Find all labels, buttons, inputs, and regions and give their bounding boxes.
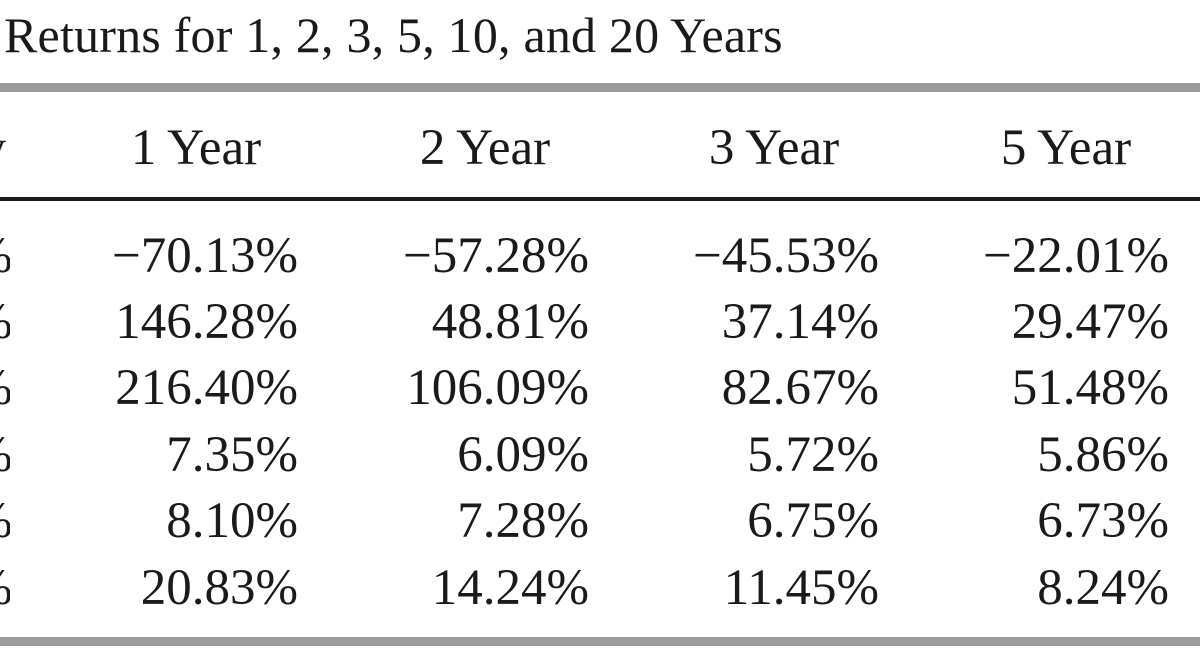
table-cell: 7.35% <box>166 427 298 483</box>
table-cell: 14.24% <box>431 560 589 616</box>
table-cell: 48.81% <box>431 294 589 350</box>
table-cell: 6.75% <box>747 493 879 549</box>
table-cell-stub: % <box>0 358 10 418</box>
column-header-5-year: 5 Year <box>1000 120 1132 176</box>
table-cell: −22.01% <box>983 228 1169 284</box>
table-cell-stub: % <box>0 425 10 485</box>
table-top-rule <box>0 83 1200 92</box>
column-header-3-year: 3 Year <box>708 120 840 176</box>
table-cell: 8.24% <box>1037 560 1169 616</box>
table-cell-stub: % <box>0 226 10 286</box>
table-cell: 6.09% <box>457 427 589 483</box>
table-cell: −45.53% <box>693 228 879 284</box>
table-cell: 51.48% <box>1011 360 1169 416</box>
column-header-stub: y <box>0 116 6 180</box>
column-header-1-year: 1 Year <box>130 120 262 176</box>
table-cell: 216.40% <box>115 360 298 416</box>
table-cell-stub: % <box>0 292 10 352</box>
table-cell: 8.10% <box>166 493 298 549</box>
table-cell: 29.47% <box>1011 294 1169 350</box>
column-header-2-year: 2 Year <box>419 120 551 176</box>
table-cell: 146.28% <box>115 294 298 350</box>
table-cell: 37.14% <box>721 294 879 350</box>
table-cell: 82.67% <box>721 360 879 416</box>
table-bottom-rule <box>0 637 1200 646</box>
table-cell-stub: % <box>0 558 10 618</box>
table-cell: 20.83% <box>140 560 298 616</box>
table-cell: −57.28% <box>403 228 589 284</box>
table-cell: −70.13% <box>112 228 298 284</box>
table-cell: 5.86% <box>1037 427 1169 483</box>
table-cell: 6.73% <box>1037 493 1169 549</box>
table-cell: 11.45% <box>723 560 879 616</box>
table-cell: 106.09% <box>406 360 589 416</box>
table-cell-stub: % <box>0 491 10 551</box>
table-caption: Returns for 1, 2, 3, 5, 10, and 20 Years <box>4 7 783 63</box>
table-header-rule <box>0 197 1200 201</box>
table-cell: 7.28% <box>457 493 589 549</box>
table-cell: 5.72% <box>747 427 879 483</box>
